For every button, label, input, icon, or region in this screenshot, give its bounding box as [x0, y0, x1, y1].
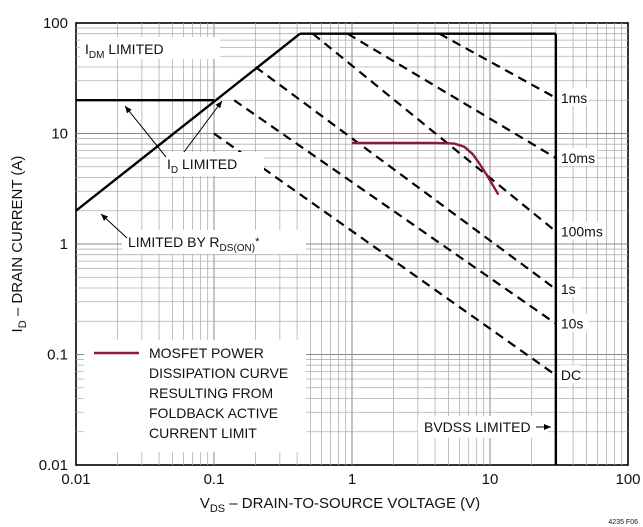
soa-label-bg — [558, 313, 589, 332]
y-axis-label: ID – DRAIN CURRENT (A) — [9, 156, 29, 333]
y-tick-label: 0.01 — [39, 457, 68, 474]
x-axis-rest: – DRAIN-TO-SOURCE VOLTAGE (V) — [225, 495, 480, 512]
idm-label-bg — [80, 37, 220, 59]
rds-sub: DS(ON) — [220, 243, 256, 254]
soa-line-1ms — [438, 32, 557, 99]
figure-id: 4235 F06 — [608, 519, 638, 526]
y-axis-main: I — [9, 328, 26, 332]
y-tick-label: 10 — [51, 126, 68, 143]
idm-rest: LIMITED — [104, 41, 163, 57]
idm-sub: DM — [89, 50, 105, 61]
legend-line-2: DISSIPATION CURVE — [149, 365, 288, 381]
soa-label-1s: 1s — [561, 281, 576, 297]
annotations: IDM LIMITED ID LIMITED LIMITED BY RDS(ON… — [80, 37, 551, 438]
limit-line — [75, 32, 301, 212]
soa-line-1s — [254, 66, 557, 291]
x-axis-label: VDS – DRAIN-TO-SOURCE VOLTAGE (V) — [200, 495, 480, 515]
tick-labels: 0.01 0.1 1 10 100 100 10 1 0.1 0.01 — [39, 15, 641, 488]
soa-label-DC: DC — [561, 367, 581, 383]
limit-lines — [75, 32, 558, 465]
id-arrow-2 — [183, 100, 223, 153]
legend-line-3: RESULTING FROM — [149, 385, 273, 401]
legend-line-1: MOSFET POWER — [149, 345, 264, 361]
x-tick-label: 0.01 — [61, 471, 90, 488]
rds-rest: * — [255, 236, 260, 248]
legend-box — [84, 340, 306, 452]
soa-line-10s — [233, 99, 557, 325]
x-axis-sub: DS — [210, 503, 225, 515]
soa-label-1ms: 1ms — [561, 90, 587, 106]
id-limited-label: ID LIMITED — [167, 156, 237, 176]
y-tick-label: 100 — [43, 15, 68, 32]
id-arrow-1 — [124, 105, 167, 158]
rds-label-bg — [122, 230, 306, 254]
x-tick-label: 0.1 — [204, 471, 225, 488]
soa-line-100ms — [312, 32, 557, 233]
soa-label-bg — [558, 221, 606, 240]
x-axis-main: V — [200, 495, 210, 512]
soa-label-10ms: 10ms — [561, 150, 595, 166]
rds-limited-label: LIMITED BY RDS(ON)* — [128, 234, 260, 254]
soa-label-bg — [558, 87, 589, 106]
idm-limited-label: IDM LIMITED — [85, 41, 164, 61]
soa-label-100ms: 100ms — [561, 223, 603, 239]
id-main: I — [167, 156, 171, 172]
soa-label-bg — [558, 148, 598, 167]
x-tick-label: 1 — [348, 471, 356, 488]
bvdss-limited-label: BVDSS LIMITED — [424, 419, 531, 435]
soa-labels: 1ms 10ms 100ms 1s 10s DC — [558, 87, 606, 384]
y-tick-label: 0.1 — [47, 347, 68, 364]
idm-main: I — [85, 41, 89, 57]
soa-label-bg — [558, 279, 581, 298]
rds-main: LIMITED BY R — [128, 234, 220, 250]
soa-line-DC — [213, 132, 557, 377]
soa-line-10ms — [347, 32, 557, 159]
x-tick-label: 100 — [615, 471, 640, 488]
y-tick-label: 1 — [60, 236, 68, 253]
y-axis-rest: – DRAIN CURRENT (A) — [9, 156, 26, 321]
soa-label-bg — [558, 365, 581, 384]
y-axis-sub: D — [17, 320, 29, 328]
soa-label-10s: 10s — [561, 316, 584, 332]
legend-line-5: CURRENT LIMIT — [149, 425, 257, 441]
mosfet-dissipation-curve — [352, 141, 500, 196]
legend-line-4: FOLDBACK ACTIVE — [149, 405, 278, 421]
soa-lines — [213, 32, 557, 377]
id-rest: LIMITED — [178, 156, 237, 172]
rds-arrow — [100, 213, 128, 239]
x-tick-label: 10 — [482, 471, 499, 488]
id-sub: D — [171, 165, 178, 176]
bvdss-label-bg — [418, 416, 548, 438]
legend: MOSFET POWER DISSIPATION CURVE RESULTING… — [84, 340, 306, 452]
id-label-bg — [160, 152, 264, 176]
